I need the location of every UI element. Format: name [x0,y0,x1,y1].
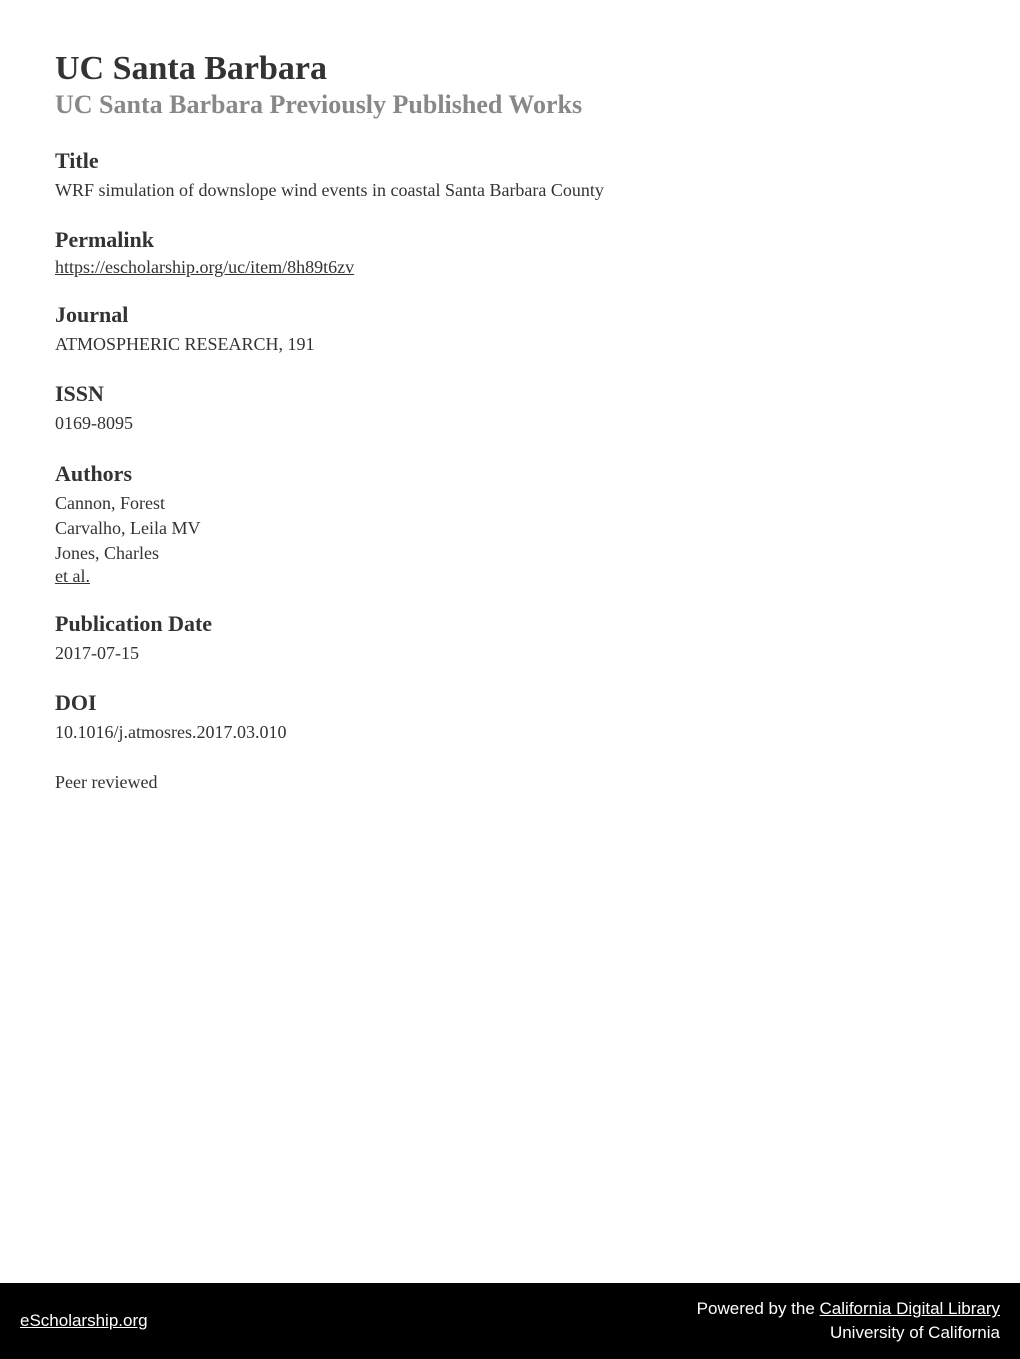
journal-text: ATMOSPHERIC RESEARCH, 191 [55,332,965,357]
issn-text: 0169-8095 [55,411,965,436]
institution-title: UC Santa Barbara [55,50,965,88]
page-footer: eScholarship.org Powered by the Californ… [0,1283,1020,1359]
permalink-link[interactable]: https://escholarship.org/uc/item/8h89t6z… [55,257,965,278]
author-item: Carvalho, Leila MV [55,516,965,541]
footer-powered-by: Powered by the California Digital Librar… [697,1297,1000,1321]
peer-reviewed-text: Peer reviewed [55,770,965,795]
doi-heading: DOI [55,690,965,716]
publication-date-heading: Publication Date [55,611,965,637]
title-text: WRF simulation of downslope wind events … [55,178,965,203]
page-content: UC Santa Barbara UC Santa Barbara Previo… [0,0,1020,795]
footer-cdl-link[interactable]: California Digital Library [820,1299,1000,1318]
footer-attribution: Powered by the California Digital Librar… [697,1297,1000,1345]
author-item: Cannon, Forest [55,491,965,516]
collection-subtitle: UC Santa Barbara Previously Published Wo… [55,90,965,120]
footer-escholarship-link[interactable]: eScholarship.org [20,1311,148,1331]
doi-text: 10.1016/j.atmosres.2017.03.010 [55,720,965,745]
title-heading: Title [55,148,965,174]
authors-list: Cannon, Forest Carvalho, Leila MV Jones,… [55,491,965,588]
authors-et-al-link[interactable]: et al. [55,566,90,586]
authors-heading: Authors [55,461,965,487]
footer-university-text: University of California [697,1321,1000,1345]
journal-heading: Journal [55,302,965,328]
publication-date-text: 2017-07-15 [55,641,965,666]
issn-heading: ISSN [55,381,965,407]
author-item: Jones, Charles [55,541,965,566]
permalink-heading: Permalink [55,227,965,253]
footer-prefix-text: Powered by the [697,1299,820,1318]
